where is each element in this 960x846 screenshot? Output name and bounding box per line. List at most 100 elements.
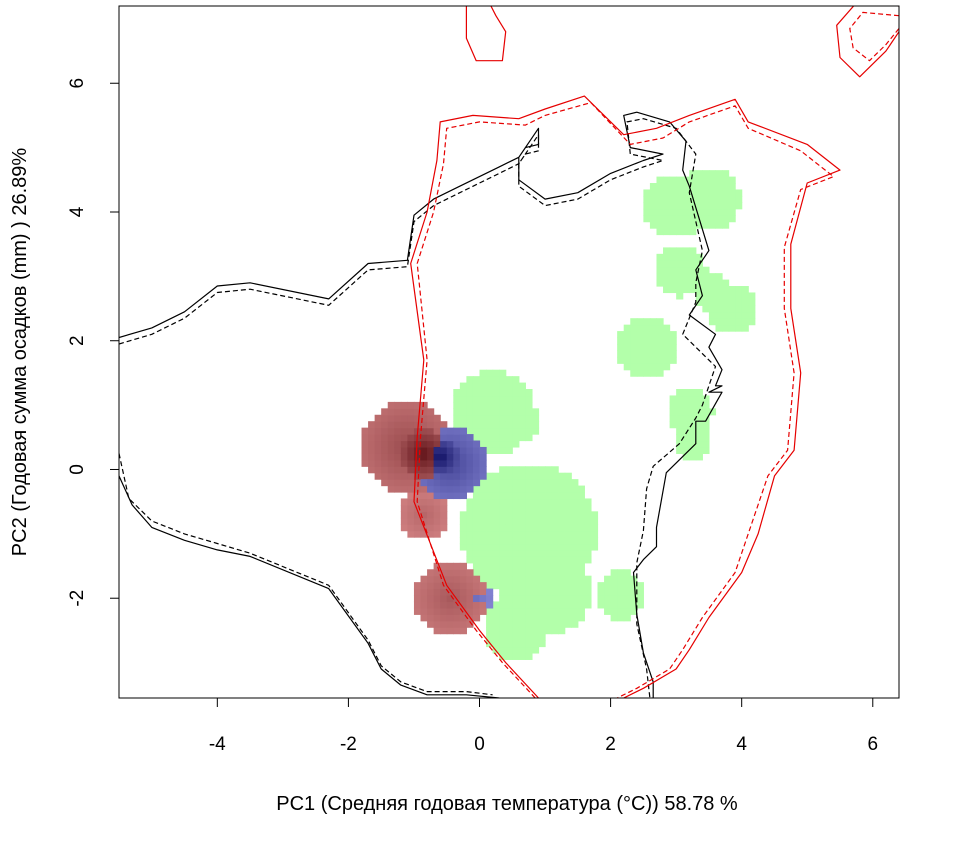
expansion-cell <box>453 620 461 628</box>
stable-cell <box>505 395 513 403</box>
stable-cell <box>531 517 540 525</box>
expansion-cell <box>407 530 415 538</box>
stable-cell <box>676 414 684 422</box>
stable-cell <box>682 446 690 454</box>
stable-cell <box>486 382 494 390</box>
stable-cell <box>649 195 658 203</box>
stable-cell <box>702 408 710 416</box>
expansion-cell <box>374 459 382 467</box>
expansion-cell <box>479 601 487 609</box>
stable-cell <box>518 601 526 609</box>
stable-cell <box>617 588 625 596</box>
unfilling-cell <box>446 459 454 467</box>
unfilling-cell <box>472 453 481 461</box>
stable-cell <box>663 266 671 274</box>
expansion-cell <box>374 466 382 474</box>
stable-cell <box>604 588 612 596</box>
expansion-cell <box>413 440 422 448</box>
stable-cell <box>636 363 644 371</box>
expansion-cell <box>413 479 422 487</box>
stable-cell <box>505 582 513 590</box>
stable-cell <box>623 601 631 609</box>
stable-cell <box>505 408 513 416</box>
stable-cell <box>538 640 546 648</box>
expansion-cell <box>374 421 382 429</box>
unfilling-cell <box>433 472 441 480</box>
expansion-cell <box>420 511 428 519</box>
stable-cell <box>479 440 487 448</box>
expansion-cell <box>459 595 467 603</box>
stable-cell <box>525 524 533 532</box>
stable-cell <box>584 498 592 506</box>
stable-cell <box>695 395 703 403</box>
expansion-cell <box>459 582 467 590</box>
stable-cell <box>695 266 703 274</box>
stable-cell <box>571 517 579 525</box>
stable-cell <box>649 331 658 339</box>
stable-cell <box>695 170 703 178</box>
stable-cell <box>689 414 697 422</box>
envelope-line <box>836 6 899 78</box>
stable-cell <box>676 279 684 287</box>
stable-cell <box>538 607 546 615</box>
expansion-cell <box>433 575 441 583</box>
expansion-cell <box>427 569 435 577</box>
stable-cell <box>695 221 703 229</box>
stable-cell <box>590 517 599 525</box>
stable-cell <box>453 421 461 429</box>
expansion-cell <box>440 498 448 506</box>
stable-cell <box>486 414 494 422</box>
stable-cell <box>663 337 671 345</box>
stable-cell <box>630 582 638 590</box>
stable-cell <box>741 292 749 300</box>
stable-cell <box>531 504 540 512</box>
stable-cell <box>630 607 638 615</box>
stable-cell <box>466 543 474 551</box>
stable-cell <box>669 414 677 422</box>
stable-cell <box>715 279 723 287</box>
expansion-cell <box>446 620 454 628</box>
stable-cell <box>545 595 553 603</box>
stable-cell <box>512 575 520 583</box>
unfilling-cell <box>446 479 454 487</box>
stable-cell <box>538 588 546 596</box>
stable-cell <box>459 395 467 403</box>
stable-cell <box>472 537 481 545</box>
stable-cell <box>499 633 507 641</box>
stable-cell <box>564 556 572 564</box>
expansion-cell <box>466 620 474 628</box>
expansion-cell <box>459 569 467 577</box>
stable-cell <box>669 202 677 210</box>
expansion-cell <box>407 421 415 429</box>
stable-cell <box>505 504 513 512</box>
stable-cell <box>682 183 690 191</box>
expansion-cell <box>387 466 395 474</box>
stable-cell <box>525 511 533 519</box>
stable-cell <box>722 202 730 210</box>
stable-cell <box>610 601 618 609</box>
stable-cell <box>649 221 658 229</box>
stable-cell <box>499 627 507 635</box>
stable-cell <box>459 421 467 429</box>
expansion-cell <box>407 440 415 448</box>
stable-cell <box>512 640 520 648</box>
stable-cell <box>505 607 513 615</box>
stable-cell <box>722 189 730 197</box>
stable-cell <box>486 492 494 500</box>
expansion-cell <box>368 427 376 435</box>
stable-cell <box>656 318 664 326</box>
stable-cell <box>499 537 507 545</box>
stable-cell <box>610 614 618 622</box>
stable-cell <box>689 279 697 287</box>
stable-cell <box>525 421 533 429</box>
unfilling-cell <box>466 466 474 474</box>
stable-cell <box>512 401 520 409</box>
stable-cell <box>472 530 481 538</box>
stable-cell <box>708 221 717 229</box>
stable-cell <box>545 466 553 474</box>
unfilling-cell <box>466 446 474 454</box>
stable-cell <box>584 524 592 532</box>
x-tick-label: 4 <box>736 734 747 755</box>
unfilling-cell <box>459 453 467 461</box>
expansion-cell <box>440 524 448 532</box>
